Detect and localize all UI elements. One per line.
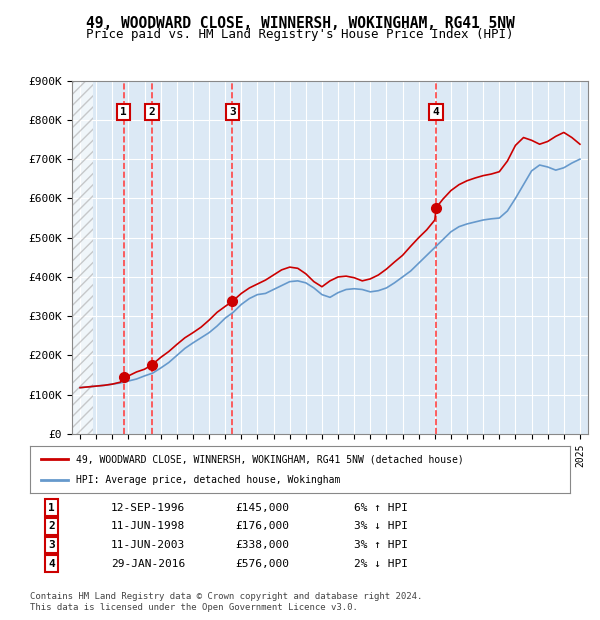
Text: HPI: Average price, detached house, Wokingham: HPI: Average price, detached house, Woki… xyxy=(76,475,340,485)
Text: 2: 2 xyxy=(148,107,155,117)
Text: 2% ↓ HPI: 2% ↓ HPI xyxy=(354,559,408,569)
Text: 1: 1 xyxy=(120,107,127,117)
Text: 11-JUN-1998: 11-JUN-1998 xyxy=(111,521,185,531)
Text: Contains HM Land Registry data © Crown copyright and database right 2024.
This d: Contains HM Land Registry data © Crown c… xyxy=(30,592,422,611)
Text: 2: 2 xyxy=(48,521,55,531)
Text: £338,000: £338,000 xyxy=(235,540,289,550)
Text: £176,000: £176,000 xyxy=(235,521,289,531)
Text: 4: 4 xyxy=(433,107,439,117)
Text: 49, WOODWARD CLOSE, WINNERSH, WOKINGHAM, RG41 5NW: 49, WOODWARD CLOSE, WINNERSH, WOKINGHAM,… xyxy=(86,16,514,30)
Text: 3: 3 xyxy=(48,540,55,550)
Text: 1: 1 xyxy=(48,503,55,513)
Text: 29-JAN-2016: 29-JAN-2016 xyxy=(111,559,185,569)
Text: 3% ↑ HPI: 3% ↑ HPI xyxy=(354,540,408,550)
Text: £145,000: £145,000 xyxy=(235,503,289,513)
Text: 3: 3 xyxy=(229,107,236,117)
Text: 4: 4 xyxy=(48,559,55,569)
Text: 11-JUN-2003: 11-JUN-2003 xyxy=(111,540,185,550)
Text: Price paid vs. HM Land Registry's House Price Index (HPI): Price paid vs. HM Land Registry's House … xyxy=(86,28,514,41)
Text: 3% ↓ HPI: 3% ↓ HPI xyxy=(354,521,408,531)
Text: 6% ↑ HPI: 6% ↑ HPI xyxy=(354,503,408,513)
Text: 49, WOODWARD CLOSE, WINNERSH, WOKINGHAM, RG41 5NW (detached house): 49, WOODWARD CLOSE, WINNERSH, WOKINGHAM,… xyxy=(76,454,464,464)
Text: £576,000: £576,000 xyxy=(235,559,289,569)
Bar xyxy=(72,81,93,434)
Text: 12-SEP-1996: 12-SEP-1996 xyxy=(111,503,185,513)
